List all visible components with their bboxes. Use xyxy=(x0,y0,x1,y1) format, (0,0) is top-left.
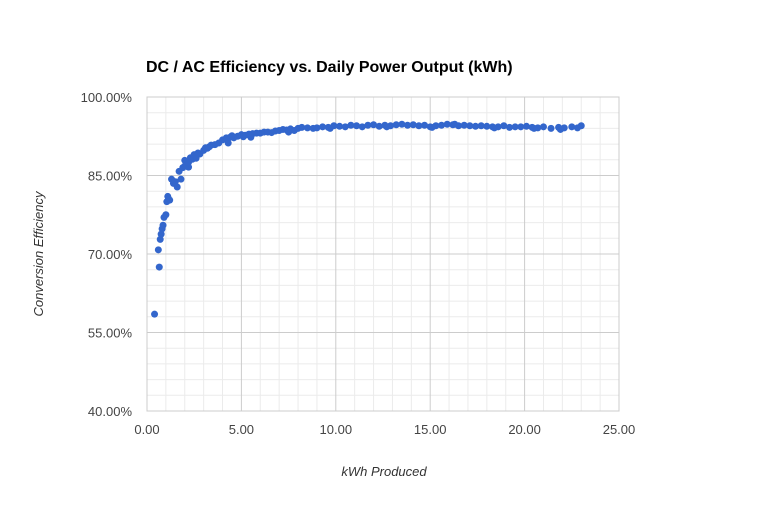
y-tick-label: 40.00% xyxy=(88,404,133,419)
data-point xyxy=(522,122,530,130)
data-point xyxy=(530,124,538,132)
data-point xyxy=(185,158,193,166)
data-point xyxy=(154,246,162,254)
data-point xyxy=(177,175,185,183)
data-point xyxy=(192,153,200,161)
data-points xyxy=(151,120,585,318)
data-point xyxy=(353,122,361,130)
data-point xyxy=(466,122,474,130)
x-tick-label: 25.00 xyxy=(603,422,636,437)
chart-title: DC / AC Efficiency vs. Daily Power Outpu… xyxy=(146,59,513,76)
data-point xyxy=(398,120,406,128)
data-point xyxy=(285,128,293,136)
data-point xyxy=(358,123,366,131)
data-point xyxy=(336,122,344,130)
x-tick-label: 5.00 xyxy=(229,422,254,437)
data-point xyxy=(341,123,349,131)
data-point xyxy=(483,122,491,130)
data-point xyxy=(517,123,525,131)
data-point xyxy=(162,211,170,219)
data-point xyxy=(166,196,174,204)
data-point xyxy=(438,121,446,129)
data-point xyxy=(577,122,585,130)
y-tick-label: 100.00% xyxy=(81,90,133,105)
data-point xyxy=(500,122,508,130)
data-point xyxy=(155,263,163,271)
data-point xyxy=(205,143,213,151)
y-axis-title: Conversion Efficiency xyxy=(31,190,46,316)
data-point xyxy=(404,121,412,129)
data-point xyxy=(326,124,334,132)
data-point xyxy=(505,123,513,131)
data-point xyxy=(364,121,372,129)
y-tick-label: 70.00% xyxy=(88,247,133,262)
data-point xyxy=(490,124,498,132)
data-point xyxy=(428,123,436,131)
data-point xyxy=(477,122,485,130)
data-point xyxy=(319,123,327,131)
data-point xyxy=(157,230,165,238)
data-point xyxy=(409,121,417,129)
data-point xyxy=(156,235,164,243)
x-tick-label: 10.00 xyxy=(320,422,353,437)
plot-frame xyxy=(146,96,620,412)
y-tick-label: 85.00% xyxy=(88,169,133,184)
x-tick-label: 0.00 xyxy=(134,422,159,437)
data-point xyxy=(173,183,181,191)
x-tick-label: 20.00 xyxy=(508,422,541,437)
data-point xyxy=(568,123,576,131)
data-point xyxy=(547,124,555,132)
data-point xyxy=(451,120,459,128)
data-point xyxy=(375,122,383,130)
data-point xyxy=(472,122,480,130)
data-point xyxy=(298,123,306,131)
data-point xyxy=(383,123,391,131)
data-point xyxy=(460,121,468,129)
data-point xyxy=(313,124,321,132)
data-point xyxy=(556,125,564,133)
data-point xyxy=(539,123,547,131)
y-tick-label: 55.00% xyxy=(88,326,133,341)
data-point xyxy=(303,124,311,132)
x-axis-title: kWh Produced xyxy=(341,464,427,479)
data-point xyxy=(247,133,255,141)
data-point xyxy=(151,310,159,318)
data-point xyxy=(224,139,232,147)
data-point xyxy=(415,122,423,130)
x-tick-label: 15.00 xyxy=(414,422,447,437)
x-axis-ticks: 0.00 5.00 10.00 15.00 20.00 25.00 xyxy=(134,422,635,437)
data-point xyxy=(421,121,429,129)
data-point xyxy=(443,120,451,128)
data-point xyxy=(511,123,519,131)
data-point xyxy=(370,121,378,129)
y-axis-ticks: 40.00% 55.00% 70.00% 85.00% 100.00% xyxy=(81,90,133,419)
data-point xyxy=(392,121,400,129)
data-point xyxy=(347,121,355,129)
data-point xyxy=(159,221,167,229)
